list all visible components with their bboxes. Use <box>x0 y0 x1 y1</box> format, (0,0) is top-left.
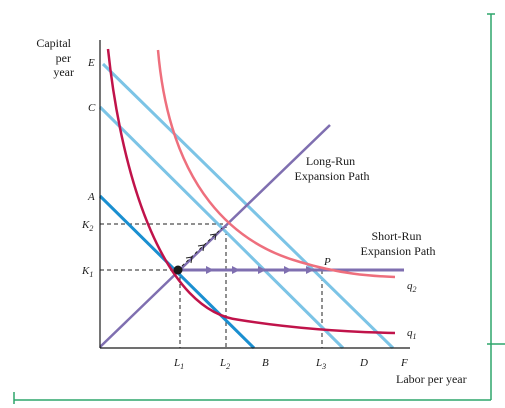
label-e: E <box>87 57 95 69</box>
isocost-line-cd <box>98 105 345 350</box>
frame <box>13 13 505 404</box>
long-run-path-label: Long-Run Expansion Path <box>295 154 370 183</box>
isocost-line-ef <box>101 62 395 350</box>
arrow-lr-3 <box>209 233 217 241</box>
short-run-arrows <box>206 266 314 274</box>
arrow-sr-1 <box>206 266 214 274</box>
arrow-sr-5 <box>306 266 314 274</box>
label-p: P <box>323 256 331 268</box>
label-b: B <box>262 357 269 369</box>
guide-lines <box>100 223 323 348</box>
x-axis-label: Labor per year <box>396 372 467 386</box>
label-l2: L2 <box>219 357 230 371</box>
isoquant-q2 <box>156 49 396 279</box>
label-l1: L1 <box>173 357 184 371</box>
arrow-sr-2 <box>232 266 240 274</box>
label-d: D <box>359 357 368 369</box>
y-axis-label: Capital per year <box>36 36 74 79</box>
label-k2: K2 <box>81 219 93 233</box>
isoquant-q1 <box>106 48 396 335</box>
label-l3: L3 <box>315 357 326 371</box>
long-run-arrows <box>181 227 223 267</box>
label-c: C <box>88 102 96 114</box>
long-run-expansion-path-line <box>99 124 331 348</box>
short-run-path-label: Short-Run Expansion Path <box>361 229 436 258</box>
label-f: F <box>400 357 408 369</box>
label-k1: K1 <box>81 265 93 279</box>
initial-equilibrium-point <box>173 265 183 275</box>
label-a: A <box>87 191 95 203</box>
label-q2: q2 <box>407 280 417 294</box>
label-q1: q1 <box>407 327 417 341</box>
arrow-sr-4 <box>284 266 292 274</box>
arrow-sr-3 <box>258 266 266 274</box>
